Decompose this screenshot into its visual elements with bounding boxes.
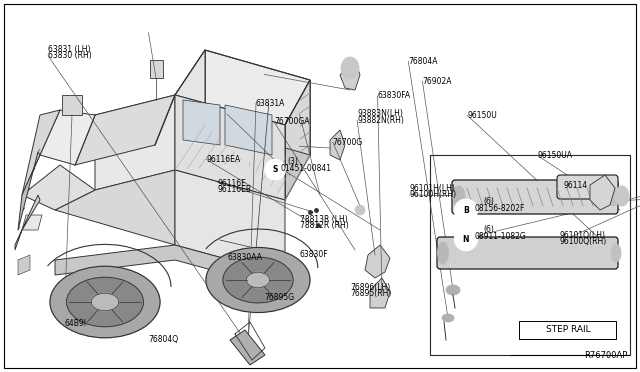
Bar	[430, 155, 630, 355]
Text: 96101H(LH): 96101H(LH)	[410, 184, 456, 193]
Text: 63831A: 63831A	[256, 99, 285, 108]
Polygon shape	[175, 50, 205, 170]
Text: 96116E: 96116E	[218, 179, 246, 188]
Text: 96116EB: 96116EB	[218, 185, 252, 194]
Text: 93883N(LH): 93883N(LH)	[357, 109, 403, 118]
Text: 96100H(RH): 96100H(RH)	[410, 190, 457, 199]
Text: B: B	[463, 206, 468, 215]
Polygon shape	[590, 175, 615, 210]
Circle shape	[265, 159, 285, 180]
FancyBboxPatch shape	[557, 175, 618, 199]
Polygon shape	[18, 255, 30, 275]
Polygon shape	[370, 278, 390, 308]
Text: 08911-1082G: 08911-1082G	[475, 232, 527, 241]
Text: 63830FA: 63830FA	[378, 92, 411, 100]
Ellipse shape	[50, 266, 160, 338]
Polygon shape	[75, 95, 175, 165]
Text: 63830F: 63830F	[300, 250, 328, 259]
Text: R76700AP: R76700AP	[584, 351, 628, 360]
Polygon shape	[330, 130, 345, 160]
Text: 76895G: 76895G	[264, 293, 294, 302]
Polygon shape	[15, 195, 40, 250]
Text: 63830 (RH): 63830 (RH)	[48, 51, 92, 60]
Ellipse shape	[246, 272, 269, 288]
Ellipse shape	[341, 57, 359, 79]
Text: 96100Q(RH): 96100Q(RH)	[560, 237, 607, 246]
Text: 93882N(RH): 93882N(RH)	[357, 116, 404, 125]
Circle shape	[454, 228, 477, 251]
Text: 96116EA: 96116EA	[206, 155, 240, 164]
Text: 76804A: 76804A	[408, 57, 438, 66]
Text: N: N	[463, 235, 469, 244]
Polygon shape	[175, 95, 285, 200]
Text: (6): (6)	[483, 225, 494, 234]
Polygon shape	[225, 105, 272, 155]
Polygon shape	[62, 95, 82, 115]
Polygon shape	[175, 125, 310, 200]
Polygon shape	[285, 80, 310, 200]
Text: 76896(LH): 76896(LH)	[351, 283, 391, 292]
Text: 63831 (LH): 63831 (LH)	[48, 45, 90, 54]
Ellipse shape	[453, 186, 465, 208]
Text: 63830AA: 63830AA	[227, 253, 262, 262]
Polygon shape	[55, 170, 175, 245]
Polygon shape	[150, 60, 163, 78]
Text: (3): (3)	[287, 157, 298, 166]
Polygon shape	[22, 165, 95, 210]
Ellipse shape	[67, 277, 143, 327]
Text: (6): (6)	[483, 197, 494, 206]
Text: 96114: 96114	[563, 181, 588, 190]
Ellipse shape	[615, 186, 629, 206]
Polygon shape	[55, 245, 285, 290]
Ellipse shape	[446, 285, 460, 295]
Text: STEP RAIL: STEP RAIL	[546, 326, 590, 334]
Polygon shape	[365, 245, 390, 278]
Text: 78813R (LH): 78813R (LH)	[300, 215, 348, 224]
Polygon shape	[40, 110, 95, 165]
Text: S: S	[273, 165, 278, 174]
Text: 76700G: 76700G	[333, 138, 363, 147]
Ellipse shape	[92, 293, 119, 311]
Text: 76700GA: 76700GA	[274, 117, 309, 126]
Text: 76804Q: 76804Q	[148, 335, 179, 344]
Circle shape	[454, 199, 477, 222]
Polygon shape	[175, 170, 285, 275]
Text: 96150U: 96150U	[467, 111, 497, 120]
Polygon shape	[22, 110, 60, 195]
Ellipse shape	[442, 314, 454, 322]
Text: 01451-00841: 01451-00841	[280, 164, 332, 173]
Ellipse shape	[608, 188, 618, 206]
Polygon shape	[18, 152, 40, 230]
Text: 78812R (RH): 78812R (RH)	[300, 221, 348, 230]
Text: 64B9I: 64B9I	[64, 319, 86, 328]
FancyBboxPatch shape	[452, 180, 618, 214]
Ellipse shape	[438, 242, 449, 264]
Circle shape	[355, 205, 365, 215]
Polygon shape	[230, 330, 265, 365]
Ellipse shape	[223, 257, 293, 303]
Polygon shape	[183, 100, 220, 145]
Ellipse shape	[206, 247, 310, 312]
Polygon shape	[175, 50, 310, 125]
Text: 76895(RH): 76895(RH)	[351, 289, 392, 298]
FancyBboxPatch shape	[437, 237, 618, 269]
Polygon shape	[22, 215, 42, 230]
Text: 76902A: 76902A	[422, 77, 452, 86]
Text: 96101Q(LH): 96101Q(LH)	[560, 231, 606, 240]
Polygon shape	[95, 95, 175, 190]
Polygon shape	[340, 60, 360, 90]
Text: 08156-8202F: 08156-8202F	[475, 204, 525, 213]
Text: 96150UA: 96150UA	[538, 151, 573, 160]
Ellipse shape	[611, 244, 621, 262]
FancyBboxPatch shape	[519, 321, 616, 339]
